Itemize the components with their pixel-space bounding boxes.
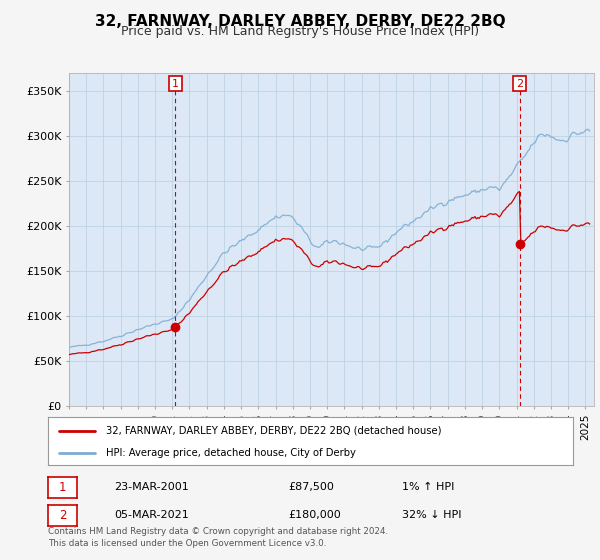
Text: 32% ↓ HPI: 32% ↓ HPI <box>402 510 461 520</box>
Text: Contains HM Land Registry data © Crown copyright and database right 2024.
This d: Contains HM Land Registry data © Crown c… <box>48 527 388 548</box>
Text: 32, FARNWAY, DARLEY ABBEY, DERBY, DE22 2BQ (detached house): 32, FARNWAY, DARLEY ABBEY, DERBY, DE22 2… <box>106 426 441 436</box>
Text: 1: 1 <box>59 480 66 494</box>
Text: 1: 1 <box>172 78 179 88</box>
Text: 2: 2 <box>516 78 523 88</box>
Text: 32, FARNWAY, DARLEY ABBEY, DERBY, DE22 2BQ: 32, FARNWAY, DARLEY ABBEY, DERBY, DE22 2… <box>95 14 505 29</box>
Text: 1% ↑ HPI: 1% ↑ HPI <box>402 482 454 492</box>
Text: Price paid vs. HM Land Registry's House Price Index (HPI): Price paid vs. HM Land Registry's House … <box>121 25 479 38</box>
Text: 2: 2 <box>59 508 66 522</box>
Text: 05-MAR-2021: 05-MAR-2021 <box>114 510 189 520</box>
Text: £87,500: £87,500 <box>288 482 334 492</box>
Text: HPI: Average price, detached house, City of Derby: HPI: Average price, detached house, City… <box>106 448 356 458</box>
Text: £180,000: £180,000 <box>288 510 341 520</box>
Text: 23-MAR-2001: 23-MAR-2001 <box>114 482 189 492</box>
